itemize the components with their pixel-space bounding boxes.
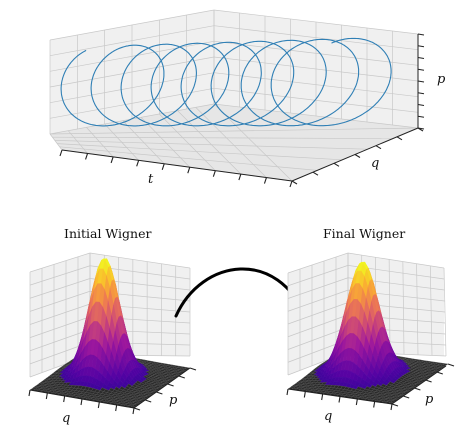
- left-q-tick-3: [81, 399, 82, 405]
- left-q-tick-0: [29, 390, 30, 396]
- top-p-tick-6: [418, 105, 424, 106]
- top-t-tick-6: [213, 171, 215, 177]
- top-t-tick-7: [239, 174, 241, 180]
- top-q-tick-3: [355, 155, 360, 158]
- left-p-label: p: [169, 393, 178, 408]
- top-t-label: t: [148, 172, 154, 187]
- top-q-tick-2: [334, 163, 339, 166]
- right-p-tick-0: [392, 404, 398, 406]
- arrow-curve: [176, 269, 306, 318]
- top-p-tick-2: [418, 58, 424, 59]
- top-3d-plot: t q p: [50, 10, 446, 187]
- right-q-tick-3: [339, 397, 340, 403]
- left-p-tick-4: [179, 376, 185, 378]
- top-q-tick-1: [313, 172, 318, 175]
- top-q-label: q: [371, 156, 379, 171]
- right-p-tick-2: [414, 388, 420, 390]
- top-p-tick-1: [418, 46, 424, 47]
- left-q-label: q: [62, 411, 70, 426]
- top-p-label: p: [437, 72, 446, 87]
- top-p-tick-4: [418, 81, 424, 82]
- top-t-tick-9: [290, 181, 292, 187]
- left-q-tick-2: [64, 396, 65, 402]
- top-t-tick-8: [264, 178, 266, 184]
- left-p-tick-0: [134, 408, 140, 410]
- top-t-tick-4: [162, 164, 164, 170]
- left-q-tick-1: [46, 393, 47, 399]
- right-wigner-plot: Final Wigner q p: [287, 226, 454, 424]
- right-q-tick-4: [356, 399, 357, 405]
- right-q-tick-1: [304, 392, 305, 398]
- left-q-tick-4: [98, 402, 99, 408]
- left-p-tick-5: [190, 368, 196, 370]
- right-p-tick-3: [426, 380, 432, 382]
- left-q-tick-5: [116, 405, 117, 411]
- right-p-tick-5: [448, 364, 454, 366]
- right-q-label: q: [324, 409, 332, 424]
- top-p-tick-5: [418, 93, 424, 94]
- left-q-tick-6: [133, 408, 134, 414]
- top-p-tick-7: [418, 116, 424, 117]
- right-p-tick-4: [437, 372, 443, 374]
- top-q-tick-5: [397, 137, 402, 140]
- left-plot-title: Initial Wigner: [64, 226, 152, 241]
- right-q-tick-5: [374, 402, 375, 408]
- top-t-tick-1: [86, 153, 88, 159]
- top-p-tick-3: [418, 69, 424, 70]
- top-t-tick-0: [60, 150, 62, 156]
- left-p-tick-1: [145, 400, 151, 402]
- right-p-tick-1: [403, 396, 409, 398]
- top-t-tick-3: [137, 160, 139, 166]
- right-plot-title: Final Wigner: [323, 226, 405, 241]
- left-wigner-plot: Initial Wigner q p: [29, 226, 196, 426]
- right-q-tick-2: [322, 394, 323, 400]
- right-q-tick-6: [391, 404, 392, 410]
- left-p-tick-2: [156, 392, 162, 394]
- top-t-tick-2: [111, 157, 113, 163]
- top-q-tick-0: [292, 181, 297, 184]
- right-p-label: p: [425, 392, 434, 407]
- right-q-tick-0: [287, 389, 288, 395]
- top-t-tick-5: [188, 167, 190, 173]
- left-p-tick-3: [168, 384, 174, 386]
- top-q-tick-4: [376, 146, 381, 149]
- top-p-tick-0: [418, 34, 424, 35]
